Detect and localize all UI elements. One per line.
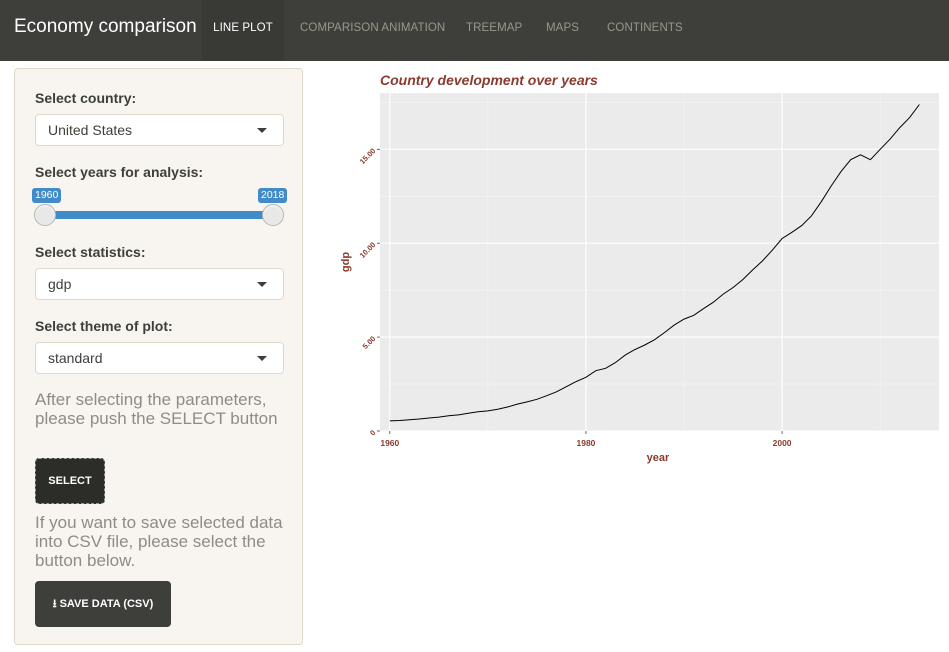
plot-panel	[380, 93, 939, 431]
country-select-value: United States	[48, 122, 133, 138]
y-tick-label: 5.00	[361, 334, 378, 351]
save-csv-label: SAVE DATA (CSV)	[59, 598, 154, 610]
save-csv-button[interactable]: ⭳ SAVE DATA (CSV)	[35, 581, 171, 627]
chart-title: Country development over years	[380, 72, 598, 88]
chevron-down-icon	[257, 128, 267, 133]
chevron-down-icon	[257, 356, 267, 361]
slider-min-value: 1960	[32, 188, 62, 203]
y-tick-label: 15.00	[358, 146, 378, 166]
tab-maps[interactable]: MAPS	[546, 22, 579, 34]
series-line	[389, 104, 920, 422]
theme-select[interactable]: standard	[35, 342, 284, 374]
app-title: Economy comparison	[14, 16, 197, 37]
save-help-text: If you want to save selected data into C…	[35, 513, 283, 570]
tab-comparison-animation[interactable]: COMPARISON ANIMATION	[300, 22, 446, 34]
slider-max-handle[interactable]	[262, 204, 284, 226]
chevron-down-icon	[257, 282, 267, 287]
x-axis: 1960 1980 2000	[380, 431, 792, 448]
y-tick-label: 0	[368, 428, 377, 437]
year-range-slider[interactable]	[45, 211, 274, 219]
tab-line-plot[interactable]: LINE PLOT	[202, 0, 284, 61]
download-icon: ⭳	[52, 598, 57, 610]
slider-min-handle[interactable]	[34, 204, 56, 226]
tab-continents[interactable]: CONTINENTS	[607, 22, 683, 34]
slider-max-value: 2018	[258, 188, 288, 203]
y-tick-label: 10.00	[358, 240, 378, 260]
statistics-select-value: gdp	[48, 276, 72, 292]
tab-treemap[interactable]: TREEMAP	[466, 22, 523, 34]
y-axis: 0 5.00 10.00 15.00	[358, 146, 380, 437]
sidebar-panel: Select country: United States Select yea…	[14, 68, 303, 645]
statistics-label: Select statistics:	[35, 244, 146, 260]
select-help-text: After selecting the parameters, please p…	[35, 390, 278, 428]
years-label: Select years for analysis:	[35, 164, 204, 180]
x-tick-label: 1960	[380, 438, 399, 448]
theme-label: Select theme of plot:	[35, 318, 173, 334]
theme-select-value: standard	[48, 350, 103, 366]
navbar: Economy comparison LINE PLOT COMPARISON …	[0, 0, 949, 61]
select-button[interactable]: SELECT	[35, 458, 105, 504]
x-tick-label: 1980	[576, 438, 595, 448]
x-tick-label: 2000	[773, 438, 792, 448]
grid-lines	[380, 93, 939, 432]
x-axis-label: year	[647, 452, 670, 464]
country-label: Select country:	[35, 90, 137, 106]
statistics-select[interactable]: gdp	[35, 268, 284, 300]
line-chart: 0 5.00 10.00 15.00 1960 1980 2000 gdp year	[340, 93, 939, 464]
country-select[interactable]: United States	[35, 114, 284, 146]
y-axis-label: gdp	[340, 252, 352, 272]
